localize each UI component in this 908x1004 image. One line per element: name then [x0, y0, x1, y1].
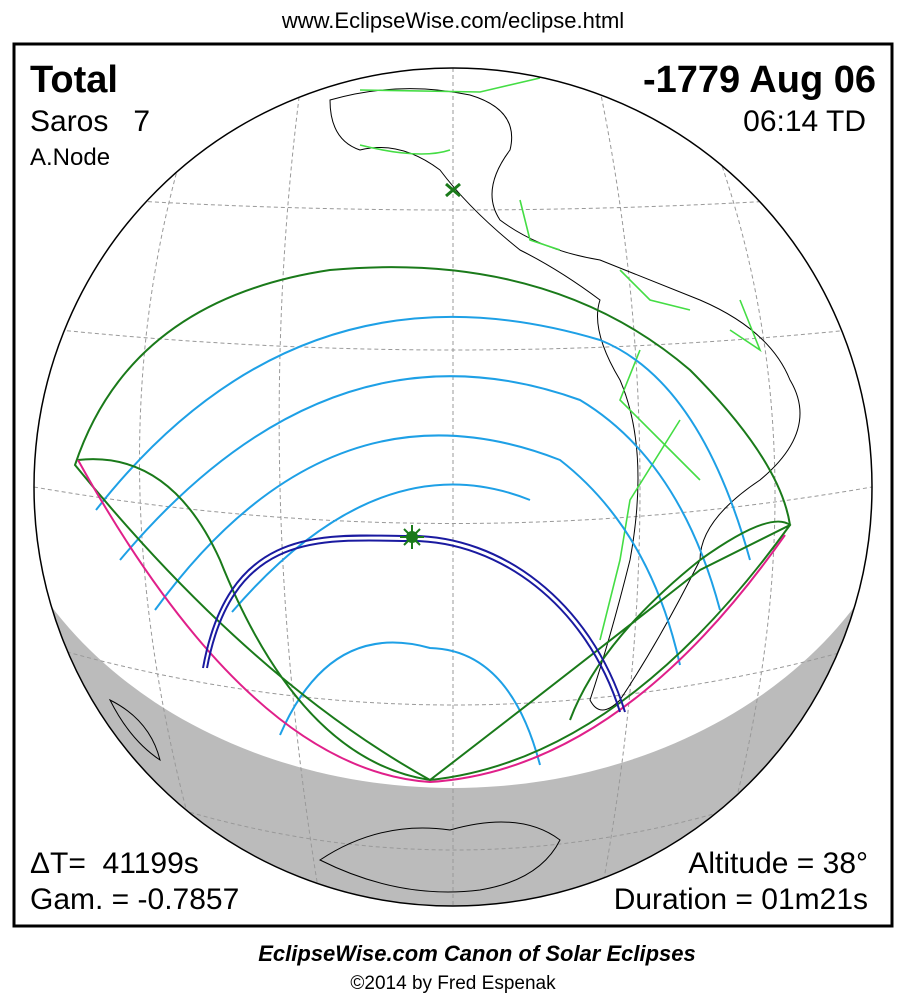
globe	[34, 68, 872, 906]
greatest-eclipse-marker	[445, 182, 461, 198]
time: 06:14 TD	[743, 105, 866, 138]
gamma: Gam. = -0.7857	[30, 883, 239, 916]
eclipse-date: -1779 Aug 06	[643, 59, 876, 101]
url: www.EclipseWise.com/eclipse.html	[281, 8, 624, 33]
duration: Duration = 01m21s	[614, 883, 868, 916]
eclipse-type: Total	[30, 59, 118, 101]
node: A.Node	[30, 144, 110, 171]
copyright: ©2014 by Fred Espenak	[350, 973, 556, 994]
delta-t: ΔT= 41199s	[30, 847, 199, 880]
globe-outline	[33, 67, 873, 907]
saros: Saros 7	[30, 105, 150, 138]
altitude: Altitude = 38°	[688, 847, 868, 880]
footer-title: EclipseWise.com Canon of Solar Eclipses	[258, 941, 696, 966]
